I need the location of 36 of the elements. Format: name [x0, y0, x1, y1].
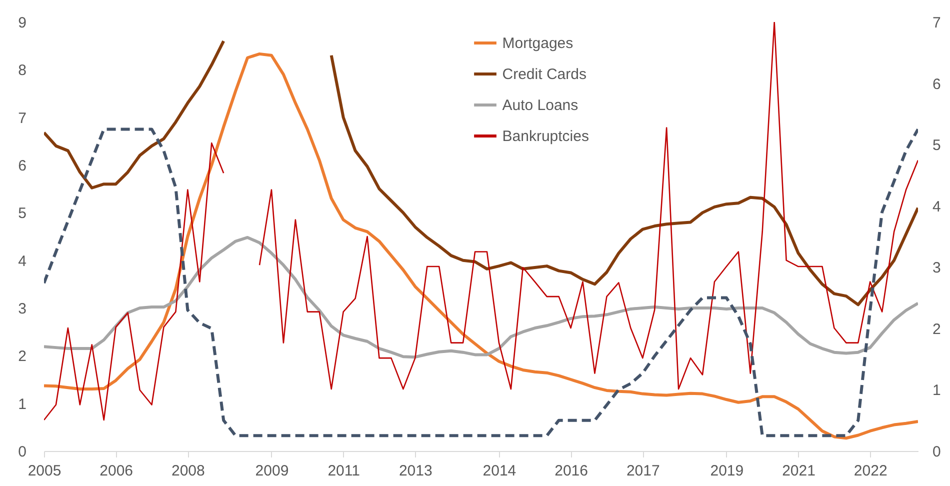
x-tick-label: 2013	[398, 462, 432, 480]
legend-label: Mortgages	[502, 35, 574, 52]
y2-tick-label: 0	[932, 444, 941, 460]
y2-tick-label: 3	[932, 260, 941, 277]
y-tick-label: 2	[18, 348, 26, 366]
y-tick-label: 3	[18, 300, 26, 318]
y2-tick-label: 5	[932, 137, 941, 154]
y2-tick-label: 2	[932, 320, 941, 338]
y2-tick-label: 7	[932, 14, 941, 32]
x-tick-label: 2006	[100, 462, 134, 480]
legend-label: Auto Loans	[502, 97, 578, 114]
y2-tick-label: 6	[932, 76, 941, 93]
legend-label: Credit Cards	[502, 66, 586, 83]
y-tick-label: 9	[18, 14, 26, 32]
legend-label: Bankruptcies	[502, 128, 589, 145]
y-tick-label: 5	[18, 205, 26, 222]
y-tick-label: 1	[18, 396, 26, 413]
x-tick-label: 2011	[328, 462, 360, 480]
y-tick-label: 0	[18, 444, 26, 460]
line-series	[44, 128, 918, 438]
x-tick-label: 2014	[482, 462, 516, 480]
y-tick-label: 4	[18, 252, 26, 270]
y-tick-label: 7	[18, 110, 26, 127]
x-tick-label: 2009	[255, 462, 289, 480]
x-tick-label: 2008	[171, 462, 205, 480]
y-tick-label: 6	[18, 158, 26, 174]
x-tick-label: 2021	[782, 462, 816, 480]
y2-tick-label: 4	[932, 198, 941, 216]
y-tick-label: 8	[18, 62, 26, 80]
line-series	[44, 236, 918, 359]
y2-tick-label: 1	[932, 382, 941, 400]
x-tick-label: 2022	[854, 462, 888, 480]
x-tick-label: 2016	[554, 462, 588, 480]
x-tick-label: 2017	[626, 462, 660, 480]
x-tick-label: 2019	[710, 462, 744, 480]
x-tick-label: 2005	[28, 462, 62, 480]
